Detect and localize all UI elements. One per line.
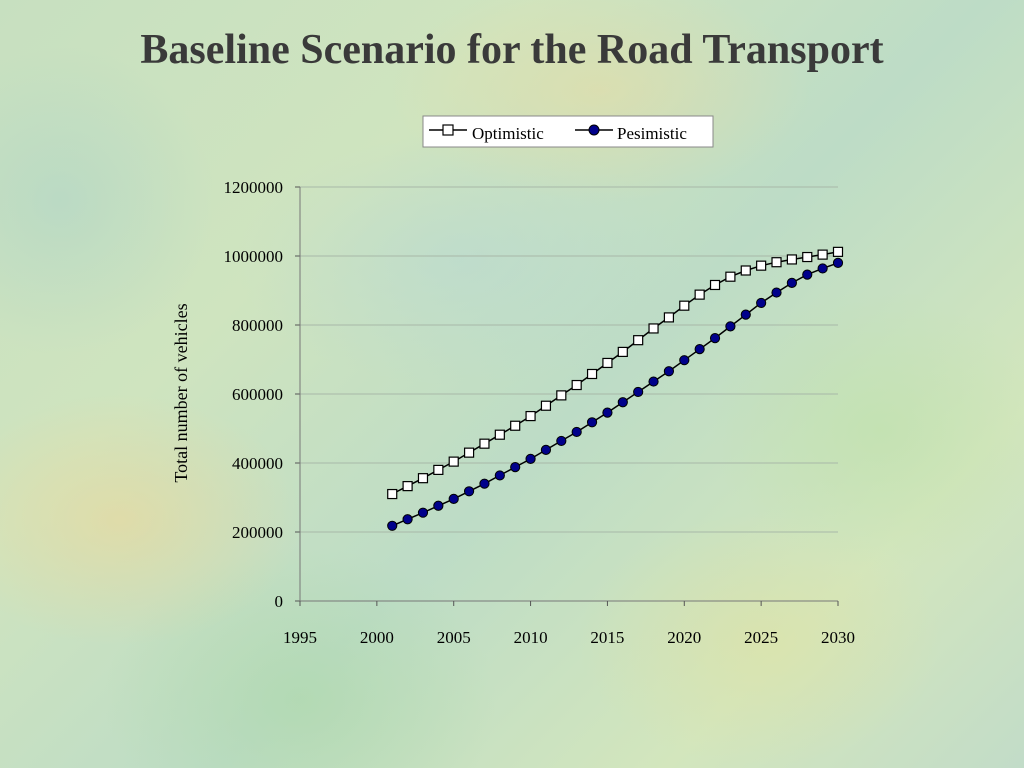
data-point-optimistic bbox=[694, 289, 705, 300]
data-point-optimistic bbox=[725, 271, 736, 282]
data-point-optimistic bbox=[602, 357, 613, 369]
series-line-optimistic bbox=[391, 251, 839, 495]
data-point-optimistic bbox=[571, 379, 582, 391]
x-tick-label: 2010 bbox=[514, 628, 548, 647]
legend-box bbox=[422, 115, 714, 148]
data-point-pesimistic bbox=[617, 397, 628, 408]
data-point-optimistic bbox=[756, 260, 767, 271]
data-point-pesimistic bbox=[540, 444, 552, 455]
y-tick-label: 1000000 bbox=[224, 247, 284, 266]
data-point-optimistic bbox=[387, 488, 398, 500]
data-point-optimistic bbox=[510, 420, 521, 431]
axis-layer: 0 200000 400000 600000 800000 1000000 1200000 1… bbox=[224, 178, 856, 647]
data-point-optimistic bbox=[448, 456, 459, 467]
data-point-pesimistic bbox=[832, 257, 844, 268]
data-point-pesimistic bbox=[571, 426, 582, 438]
data-point-optimistic bbox=[663, 312, 675, 323]
data-point-optimistic bbox=[709, 279, 721, 291]
data-point-pesimistic bbox=[694, 344, 705, 355]
data-point-pesimistic bbox=[586, 417, 598, 428]
data-point-pesimistic bbox=[633, 386, 644, 398]
data-point-optimistic bbox=[679, 300, 690, 311]
data-point-optimistic bbox=[617, 346, 628, 358]
y-tick-label: 0 bbox=[275, 592, 284, 611]
legend: Optimistic Pesimistic bbox=[422, 115, 714, 148]
data-point-pesimistic bbox=[387, 520, 398, 531]
y-tick-label: 200000 bbox=[232, 523, 283, 542]
data-point-optimistic bbox=[633, 335, 644, 346]
data-point-pesimistic bbox=[709, 333, 721, 344]
chart-title: Baseline Scenario for the Road Transport bbox=[140, 27, 884, 73]
x-tick-label: 2005 bbox=[437, 628, 471, 647]
y-tick-label: 400000 bbox=[232, 454, 283, 473]
y-axis-label: Total number of vehicles bbox=[171, 303, 191, 482]
data-point-pesimistic bbox=[525, 453, 536, 464]
data-point-pesimistic bbox=[802, 269, 813, 280]
data-point-optimistic bbox=[648, 323, 659, 334]
data-point-optimistic bbox=[433, 464, 444, 475]
data-point-optimistic bbox=[771, 257, 782, 268]
data-point-pesimistic bbox=[648, 376, 659, 387]
data-point-pesimistic bbox=[448, 493, 459, 504]
data-point-optimistic bbox=[817, 249, 828, 260]
x-tick-label: 1995 bbox=[283, 628, 317, 647]
data-point-optimistic bbox=[802, 251, 813, 263]
data-point-pesimistic bbox=[602, 407, 613, 418]
legend-marker-pesimistic bbox=[588, 124, 600, 136]
data-point-optimistic bbox=[402, 481, 413, 492]
x-tick-label: 2000 bbox=[360, 628, 394, 647]
data-point-pesimistic bbox=[510, 462, 521, 473]
x-tick-label: 2020 bbox=[667, 628, 701, 647]
grid-layer bbox=[300, 186, 838, 533]
data-point-optimistic bbox=[556, 390, 567, 401]
x-tick-label: 2015 bbox=[590, 628, 624, 647]
data-point-optimistic bbox=[479, 438, 490, 449]
data-point-pesimistic bbox=[463, 486, 475, 497]
data-point-pesimistic bbox=[479, 478, 490, 489]
y-tick-label: 600000 bbox=[232, 385, 283, 404]
data-point-optimistic bbox=[463, 447, 475, 458]
data-point-optimistic bbox=[832, 246, 844, 257]
x-tick-label: 2030 bbox=[821, 628, 855, 647]
data-point-optimistic bbox=[786, 254, 797, 265]
data-point-pesimistic bbox=[663, 366, 675, 377]
data-point-pesimistic bbox=[740, 309, 751, 320]
data-point-pesimistic bbox=[786, 277, 797, 289]
data-point-optimistic bbox=[525, 410, 536, 422]
data-point-pesimistic bbox=[817, 263, 828, 274]
data-point-pesimistic bbox=[433, 500, 444, 511]
data-point-pesimistic bbox=[725, 321, 736, 332]
legend-label-optimistic: Optimistic bbox=[472, 124, 544, 143]
data-point-pesimistic bbox=[402, 514, 413, 525]
data-point-optimistic bbox=[494, 429, 505, 440]
data-point-pesimistic bbox=[771, 287, 782, 298]
legend-label-pesimistic: Pesimistic bbox=[617, 124, 687, 143]
data-point-optimistic bbox=[586, 368, 598, 380]
data-point-optimistic bbox=[540, 400, 552, 411]
legend-marker-optimistic bbox=[442, 124, 454, 136]
data-point-pesimistic bbox=[556, 435, 567, 447]
x-tick-label: 2025 bbox=[744, 628, 778, 647]
y-tick-label: 800000 bbox=[232, 316, 283, 335]
data-point-pesimistic bbox=[417, 507, 429, 518]
data-point-optimistic bbox=[740, 265, 751, 276]
series-layer bbox=[387, 246, 844, 531]
data-point-pesimistic bbox=[679, 355, 690, 366]
y-tick-label: 1200000 bbox=[224, 178, 284, 197]
data-point-pesimistic bbox=[494, 470, 505, 481]
data-point-pesimistic bbox=[756, 297, 767, 309]
data-point-optimistic bbox=[417, 473, 429, 484]
